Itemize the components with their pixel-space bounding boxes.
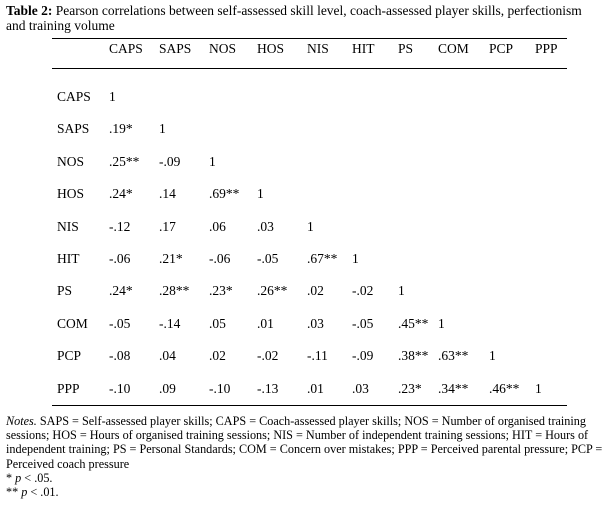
table-cell: .09 — [159, 381, 176, 396]
notes-significance-05: * p < .05. — [6, 471, 604, 485]
table-cell: 1 — [109, 89, 116, 104]
table-cell: -.12 — [109, 219, 131, 234]
sig-05-threshold: < .05. — [21, 470, 53, 485]
table-caption-text: Pearson correlations between self-assess… — [6, 3, 582, 33]
notes-abbreviations: Notes. SAPS = Self-assessed player skill… — [6, 414, 604, 471]
table-cell: 1 — [535, 381, 542, 396]
row-label: COM — [57, 316, 88, 331]
table-cell: .04 — [159, 348, 176, 363]
row-label: NOS — [57, 154, 85, 169]
table-cell: .28** — [159, 283, 190, 298]
table-cell: 1 — [489, 348, 496, 363]
table-cell: .69** — [209, 186, 240, 201]
sig-01-threshold: < .01. — [27, 485, 59, 500]
column-header: NIS — [307, 41, 329, 56]
table-cell: .19* — [109, 121, 133, 136]
table-cell: -.08 — [109, 348, 131, 363]
table-cell: .01 — [307, 381, 324, 396]
table-bottom-rule — [52, 405, 567, 406]
table-cell: .21* — [159, 251, 183, 266]
row-label: NIS — [57, 219, 79, 234]
column-header: PPP — [535, 41, 558, 56]
notes-label: Notes. — [6, 414, 37, 428]
sig-01-stars: ** — [6, 485, 22, 500]
column-header: CAPS — [109, 41, 143, 56]
table-cell: -.09 — [352, 348, 374, 363]
table-cell: -.06 — [109, 251, 131, 266]
table-cell: .06 — [209, 219, 226, 234]
table-cell: .45** — [398, 316, 429, 331]
sig-05-stars: * — [6, 470, 16, 485]
table-cell: .23* — [209, 283, 233, 298]
table-cell: .23* — [398, 381, 422, 396]
table-cell: .03 — [352, 381, 369, 396]
table-cell: -.11 — [307, 348, 328, 363]
column-header: PS — [398, 41, 414, 56]
row-label: PCP — [57, 348, 82, 363]
table-cell: 1 — [159, 121, 166, 136]
table-cell: .24* — [109, 283, 133, 298]
table-cell: -.02 — [257, 348, 279, 363]
row-label: SAPS — [57, 121, 90, 136]
notes-significance-01: ** p < .01. — [6, 485, 604, 499]
table-cell: -.05 — [352, 316, 374, 331]
table-notes: Notes. SAPS = Self-assessed player skill… — [6, 414, 604, 499]
table-cell: .63** — [438, 348, 469, 363]
table-cell: .46** — [489, 381, 520, 396]
table-cell: .38** — [398, 348, 429, 363]
table-cell: -.09 — [159, 154, 181, 169]
table-cell: 1 — [307, 219, 314, 234]
table-cell: .34** — [438, 381, 469, 396]
row-label: HIT — [57, 251, 80, 266]
table-cell: .24* — [109, 186, 133, 201]
column-header: COM — [438, 41, 469, 56]
table-cell: .02 — [209, 348, 226, 363]
table-cell: .05 — [209, 316, 226, 331]
notes-text: SAPS = Self-assessed player skills; CAPS… — [6, 414, 603, 471]
row-label: PS — [57, 283, 73, 298]
table-caption: Table 2: Pearson correlations between se… — [6, 3, 602, 33]
table-caption-label: Table 2: — [6, 3, 53, 18]
table-cell: .17 — [159, 219, 176, 234]
column-header: HIT — [352, 41, 375, 56]
table-cell: -.05 — [257, 251, 279, 266]
column-header: SAPS — [159, 41, 192, 56]
table-cell: .26** — [257, 283, 288, 298]
table-cell: .01 — [257, 316, 274, 331]
row-label: CAPS — [57, 89, 91, 104]
table-cell: -.05 — [109, 316, 131, 331]
sig-01-p: p — [21, 485, 28, 500]
table-cell: -.10 — [209, 381, 231, 396]
table-cell: .25** — [109, 154, 140, 169]
table-cell: 1 — [352, 251, 359, 266]
table-cell: .67** — [307, 251, 338, 266]
sig-05-p: p — [15, 470, 22, 485]
table-cell: -.02 — [352, 283, 374, 298]
column-header: HOS — [257, 41, 285, 56]
table-cell: 1 — [257, 186, 264, 201]
table-cell: -.06 — [209, 251, 231, 266]
column-header: PCP — [489, 41, 514, 56]
table-cell: .14 — [159, 186, 176, 201]
table-cell: .03 — [307, 316, 324, 331]
table-cell: 1 — [438, 316, 445, 331]
table-cell: -.14 — [159, 316, 181, 331]
table-cell: 1 — [209, 154, 216, 169]
table-cell: -.10 — [109, 381, 131, 396]
table-cell: 1 — [398, 283, 405, 298]
table-top-rule — [52, 38, 567, 39]
table-cell: .02 — [307, 283, 324, 298]
row-label: HOS — [57, 186, 85, 201]
column-header: NOS — [209, 41, 237, 56]
table-cell: .03 — [257, 219, 274, 234]
table-header-rule — [52, 68, 567, 69]
table-cell: -.13 — [257, 381, 279, 396]
row-label: PPP — [57, 381, 80, 396]
